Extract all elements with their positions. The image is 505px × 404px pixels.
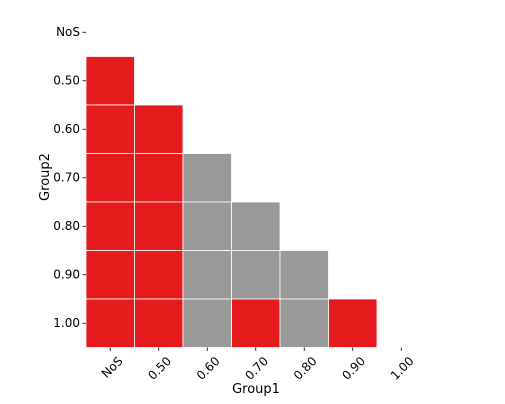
x-tick-label: 1.00 xyxy=(388,354,417,383)
heatmap-cell-gray xyxy=(279,250,329,300)
heatmap-cell-red xyxy=(328,298,378,348)
y-axis-ticks: NoS 0.50 0.60 0.70 0.80 0.90 1.00 xyxy=(53,25,86,330)
heatmap-cell-red xyxy=(85,56,135,106)
heatmap-cell-red xyxy=(231,298,281,348)
y-tick-label: NoS xyxy=(56,25,80,39)
heatmap-cell-gray xyxy=(231,201,281,251)
heatmap-cell-red xyxy=(134,250,184,300)
heatmap-cell-gray xyxy=(182,201,232,251)
heatmap-cell-red xyxy=(85,104,135,154)
heatmap-cell-gray xyxy=(231,250,281,300)
heatmap-cells xyxy=(85,56,378,348)
heatmap-cell-red xyxy=(85,201,135,251)
y-tick-label: 0.90 xyxy=(53,267,80,281)
x-tick-label: NoS xyxy=(99,354,126,381)
x-tick-label: 0.70 xyxy=(242,354,271,383)
x-axis-label: Group1 xyxy=(232,382,280,397)
x-tick-label: 0.90 xyxy=(339,354,368,383)
heatmap-cell-gray xyxy=(182,250,232,300)
x-tick-label: 0.60 xyxy=(194,354,223,383)
heatmap-cell-red xyxy=(85,153,135,203)
y-tick-label: 0.60 xyxy=(53,122,80,136)
y-tick-label: 0.80 xyxy=(53,219,80,233)
heatmap-cell-red xyxy=(85,298,135,348)
heatmap-cell-red xyxy=(134,104,184,154)
heatmap-cell-red xyxy=(134,201,184,251)
heatmap-cell-gray xyxy=(182,153,232,203)
heatmap-cell-red xyxy=(134,298,184,348)
heatmap-cell-red xyxy=(134,153,184,203)
heatmap-cell-red xyxy=(85,250,135,300)
x-tick-label: 0.50 xyxy=(145,354,174,383)
y-tick-label: 0.70 xyxy=(53,170,80,184)
y-axis-label: Group2 xyxy=(38,153,53,201)
y-tick-label: 1.00 xyxy=(53,316,80,330)
heatmap-cell-gray xyxy=(182,298,232,348)
x-tick-label: 0.80 xyxy=(291,354,320,383)
heatmap-cell-gray xyxy=(279,298,329,348)
y-tick-label: 0.50 xyxy=(53,73,80,87)
x-axis-ticks: NoS 0.50 0.60 0.70 0.80 0.90 1.00 xyxy=(99,347,417,383)
